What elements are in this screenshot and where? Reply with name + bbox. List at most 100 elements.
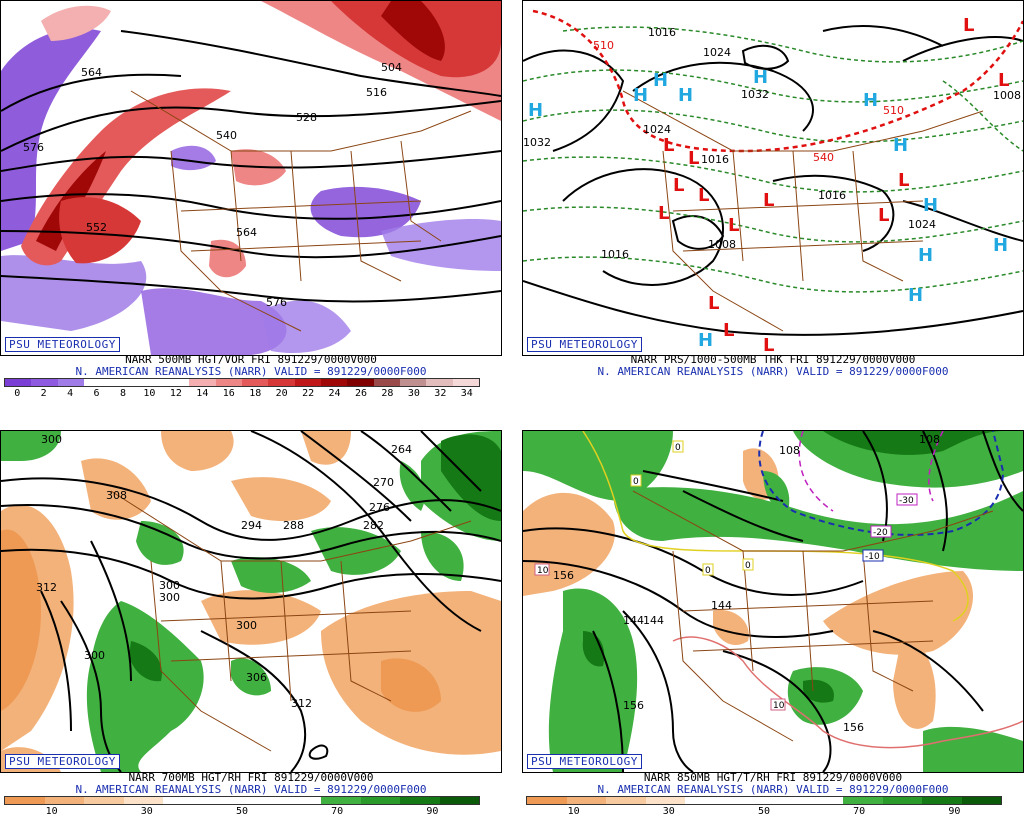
scale-swatch <box>360 797 400 804</box>
temp-label-box: -10 <box>862 549 884 562</box>
scale-swatch <box>347 379 374 386</box>
low-pressure-marker: L <box>688 148 699 169</box>
scale-swatch <box>242 797 282 804</box>
scale-tick-label: 10 <box>567 806 580 817</box>
dry-area <box>713 610 749 646</box>
scale-tick-label: 70 <box>331 806 344 817</box>
temp-label-box: 10 <box>770 698 786 711</box>
contour-label: 282 <box>363 519 384 532</box>
scale-swatch <box>215 379 242 386</box>
scale-swatch <box>44 797 84 804</box>
svg-text:-20: -20 <box>873 528 888 538</box>
scale-tick-label: 30 <box>140 806 153 817</box>
moist-area <box>231 557 311 593</box>
low-pressure-marker: L <box>763 190 774 211</box>
scale-tick-label: 8 <box>119 388 127 399</box>
isobar-label: 1024 <box>643 123 671 136</box>
panel-pressure-thickness: H H H H H H H H H H H H L L L L L L L <box>522 0 1024 402</box>
contour-label: 552 <box>86 221 107 234</box>
isobar-label: 1032 <box>741 88 769 101</box>
high-pressure-marker: H <box>993 235 1008 256</box>
low-pressure-marker: L <box>663 135 674 156</box>
scale-swatch <box>57 379 84 386</box>
temp-label-box: 0 <box>672 440 684 453</box>
temp-label-box: -30 <box>896 493 918 506</box>
panel-subtitle: N. AMERICAN REANALYSIS (NARR) VALID = 89… <box>597 783 949 796</box>
moist-area <box>311 527 401 575</box>
contour-label: 144 <box>623 614 644 627</box>
low-pressure-marker: L <box>698 185 709 206</box>
psu-meteorology-badge: PSU METEOROLOGY <box>5 337 120 352</box>
scale-swatch <box>724 797 764 804</box>
scale-swatch <box>5 797 45 804</box>
scale-tick-label: 34 <box>460 388 473 399</box>
contour-label: 564 <box>81 66 102 79</box>
moist-area <box>399 461 425 511</box>
scale-tick-label: 32 <box>434 388 447 399</box>
high-pressure-marker: H <box>923 195 938 216</box>
vorticity-negative-area <box>171 145 216 171</box>
scale-swatch <box>922 797 962 804</box>
scale-swatch <box>439 797 479 804</box>
isobar-label: 1024 <box>908 218 936 231</box>
temp-label-box: 0 <box>630 474 642 487</box>
scale-swatch <box>123 797 163 804</box>
scale-tick-label: 6 <box>93 388 100 399</box>
contour-label: 576 <box>23 141 44 154</box>
scale-tick-label: 30 <box>662 806 675 817</box>
contour-label: 294 <box>241 519 262 532</box>
scale-swatch <box>268 379 295 386</box>
contour-label: 306 <box>246 671 267 684</box>
vorticity-positive-area <box>41 5 111 41</box>
panel-500mb-vorticity: 564 576 552 516 504 528 540 564 576 PSU … <box>0 0 502 402</box>
svg-text:-30: -30 <box>899 496 914 506</box>
moist-area <box>421 531 464 581</box>
high-pressure-marker: H <box>528 100 543 121</box>
low-pressure-marker: L <box>658 203 669 224</box>
high-pressure-marker: H <box>698 330 713 351</box>
contour-label: 156 <box>843 721 864 734</box>
isobar-label: 1016 <box>818 189 846 202</box>
rh-color-scale <box>526 796 1002 805</box>
scale-swatch <box>645 797 685 804</box>
contour-label: 288 <box>283 519 304 532</box>
vorticity-negative-area <box>310 186 421 238</box>
low-pressure-marker: L <box>878 205 889 226</box>
low-pressure-marker: L <box>673 175 684 196</box>
svg-text:10: 10 <box>773 701 785 711</box>
scale-swatch <box>764 797 804 804</box>
svg-text:0: 0 <box>745 561 751 571</box>
scale-swatch <box>84 797 124 804</box>
contour-label: 270 <box>373 476 394 489</box>
panel-title: NARR PRS/1000-500MB THK FRI 891229/0000V… <box>630 353 916 366</box>
low-pressure-marker: L <box>708 293 719 314</box>
contour-label: 312 <box>36 581 57 594</box>
scale-tick-label: 0 <box>14 388 21 399</box>
low-pressure-marker: L <box>763 335 774 355</box>
scale-tick-label: 10 <box>45 806 58 817</box>
scale-swatch <box>373 379 400 386</box>
isobar-label: 1008 <box>993 89 1021 102</box>
psu-meteorology-badge: PSU METEOROLOGY <box>5 754 120 769</box>
isobar-label: 1032 <box>523 136 551 149</box>
panel-700mb-rh: 300 308 312 300 300 300 300 306 312 294 … <box>0 430 502 819</box>
scale-swatch <box>241 379 269 386</box>
moist-area <box>136 521 184 565</box>
thickness-label: 510 <box>593 39 614 52</box>
contour-label: 540 <box>216 129 237 142</box>
scale-tick-label: 16 <box>222 388 235 399</box>
map-700mb-rh: 300 308 312 300 300 300 300 306 312 294 … <box>0 430 502 773</box>
thickness-label: 510 <box>883 104 904 117</box>
contour-label: 528 <box>296 111 317 124</box>
high-pressure-marker: H <box>753 67 768 88</box>
low-pressure-marker: L <box>998 70 1009 91</box>
svg-text:0: 0 <box>705 566 711 576</box>
svg-text:-10: -10 <box>865 552 880 562</box>
moist-area <box>1 431 61 461</box>
panel-title: NARR 700MB HGT/RH FRI 891229/0000V000 <box>128 771 374 784</box>
scale-swatch <box>961 797 1001 804</box>
vorticity-color-scale <box>4 378 480 387</box>
contour-label: 564 <box>236 226 257 239</box>
scale-swatch <box>163 797 203 804</box>
temp-label-box: 0 <box>742 558 754 571</box>
